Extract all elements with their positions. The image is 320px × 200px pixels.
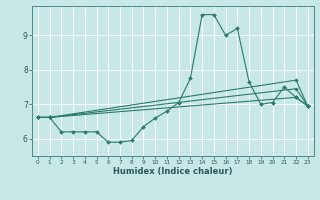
X-axis label: Humidex (Indice chaleur): Humidex (Indice chaleur) <box>113 167 233 176</box>
